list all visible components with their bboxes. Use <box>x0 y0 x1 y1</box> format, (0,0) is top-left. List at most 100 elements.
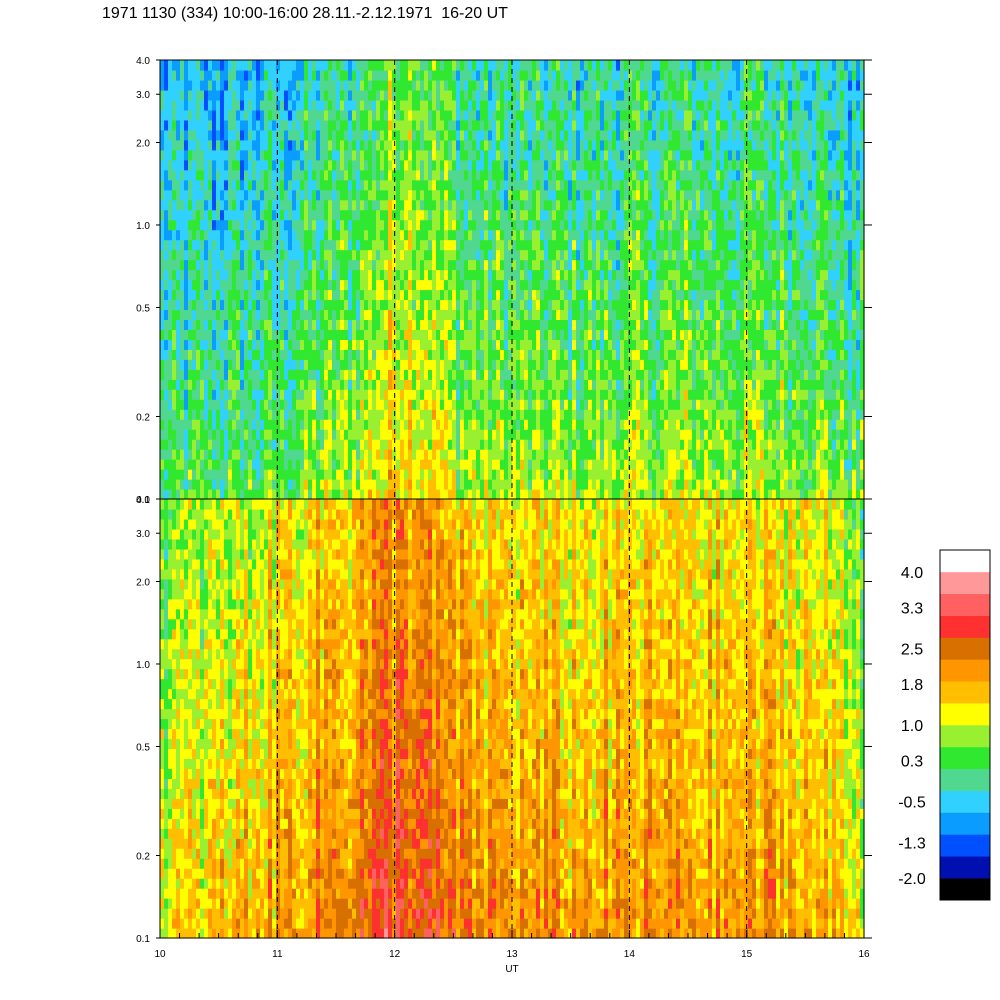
heatmap-cell <box>520 419 525 430</box>
heatmap-cell <box>372 469 377 480</box>
heatmap-cell <box>488 449 493 460</box>
heatmap-cell <box>296 419 301 430</box>
heatmap-cell <box>468 239 473 251</box>
heatmap-cell <box>528 399 533 410</box>
heatmap-cell <box>424 149 429 161</box>
heatmap-cell <box>248 279 253 291</box>
heatmap-cell <box>324 139 329 151</box>
heatmap-cell <box>472 489 477 500</box>
heatmap-cell <box>332 399 337 410</box>
heatmap-cell <box>284 249 289 261</box>
heatmap-cell <box>316 439 321 450</box>
heatmap-cell <box>532 379 537 390</box>
heatmap-cell <box>248 229 253 241</box>
heatmap-cell <box>576 419 581 430</box>
heatmap-cell <box>276 429 281 440</box>
heatmap-cell <box>572 249 577 261</box>
heatmap-cell <box>600 299 605 311</box>
heatmap-cell <box>268 259 273 271</box>
heatmap-cell <box>488 79 493 91</box>
heatmap-cell <box>520 439 525 450</box>
heatmap-cell <box>476 119 481 131</box>
heatmap-cell <box>332 139 337 151</box>
heatmap-cell <box>200 189 205 201</box>
heatmap-cell <box>444 129 449 141</box>
heatmap-cell <box>340 409 345 420</box>
heatmap-cell <box>448 409 453 420</box>
heatmap-cell <box>560 399 565 410</box>
heatmap-cell <box>368 239 373 251</box>
heatmap-cell <box>248 479 253 490</box>
heatmap-cell <box>600 379 605 390</box>
heatmap-cell <box>296 119 301 131</box>
heatmap-cell <box>272 279 277 291</box>
heatmap-cell <box>612 409 617 420</box>
heatmap-cell <box>256 449 261 460</box>
heatmap-cell <box>444 479 449 490</box>
heatmap-cell <box>188 489 193 500</box>
heatmap-cell <box>280 389 285 400</box>
heatmap-cell <box>512 489 517 500</box>
heatmap-cell <box>284 359 289 370</box>
heatmap-cell <box>236 369 241 380</box>
heatmap-cell <box>464 309 469 321</box>
heatmap-cell <box>288 229 293 241</box>
heatmap-cell <box>292 359 297 370</box>
heatmap-cell <box>324 159 329 171</box>
heatmap-cell <box>180 489 185 500</box>
heatmap-cell <box>200 129 205 141</box>
heatmap-cell <box>332 389 337 400</box>
heatmap-cell <box>460 139 465 151</box>
heatmap-cell <box>576 369 581 380</box>
heatmap-cell <box>608 189 613 201</box>
heatmap-cell <box>220 259 225 271</box>
heatmap-cell <box>180 339 185 350</box>
heatmap-cell <box>352 449 357 460</box>
heatmap-cell <box>260 89 265 101</box>
heatmap-cell <box>412 239 417 251</box>
heatmap-cell <box>192 279 197 291</box>
heatmap-cell <box>180 389 185 400</box>
heatmap-cell <box>460 219 465 231</box>
heatmap-cell <box>508 349 513 360</box>
heatmap-cell <box>504 359 509 370</box>
heatmap-cell <box>168 379 173 390</box>
heatmap-cell <box>388 389 393 400</box>
heatmap-cell <box>188 169 193 181</box>
heatmap-cell <box>516 229 521 241</box>
heatmap-cell <box>488 179 493 191</box>
heatmap-cell <box>304 429 309 440</box>
heatmap-cell <box>512 319 517 330</box>
heatmap-cell <box>408 189 413 201</box>
heatmap-cell <box>436 179 441 191</box>
heatmap-cell <box>244 309 249 321</box>
heatmap-cell <box>416 379 421 390</box>
heatmap-cell <box>272 359 277 370</box>
heatmap-cell <box>356 449 361 460</box>
heatmap-cell <box>228 339 233 350</box>
heatmap-cell <box>332 429 337 440</box>
heatmap-cell <box>228 259 233 271</box>
heatmap-cell <box>372 179 377 191</box>
heatmap-cell <box>268 139 273 151</box>
heatmap-cell <box>580 459 585 470</box>
heatmap-cell <box>496 399 501 410</box>
heatmap-cell <box>452 439 457 450</box>
heatmap-cell <box>312 279 317 291</box>
heatmap-cell <box>260 349 265 360</box>
heatmap-cell <box>448 319 453 330</box>
heatmap-cell <box>520 489 525 500</box>
heatmap-cell <box>264 289 269 301</box>
heatmap-cell <box>360 129 365 141</box>
heatmap-cell <box>228 279 233 291</box>
heatmap-cell <box>608 209 613 221</box>
heatmap-cell <box>572 209 577 221</box>
heatmap-cell <box>428 99 433 111</box>
heatmap-cell <box>260 259 265 271</box>
heatmap-cell <box>252 409 257 420</box>
heatmap-cell <box>592 459 597 470</box>
heatmap-cell <box>200 169 205 181</box>
heatmap-cell <box>188 189 193 201</box>
heatmap-cell <box>340 89 345 101</box>
heatmap-cell <box>596 169 601 181</box>
